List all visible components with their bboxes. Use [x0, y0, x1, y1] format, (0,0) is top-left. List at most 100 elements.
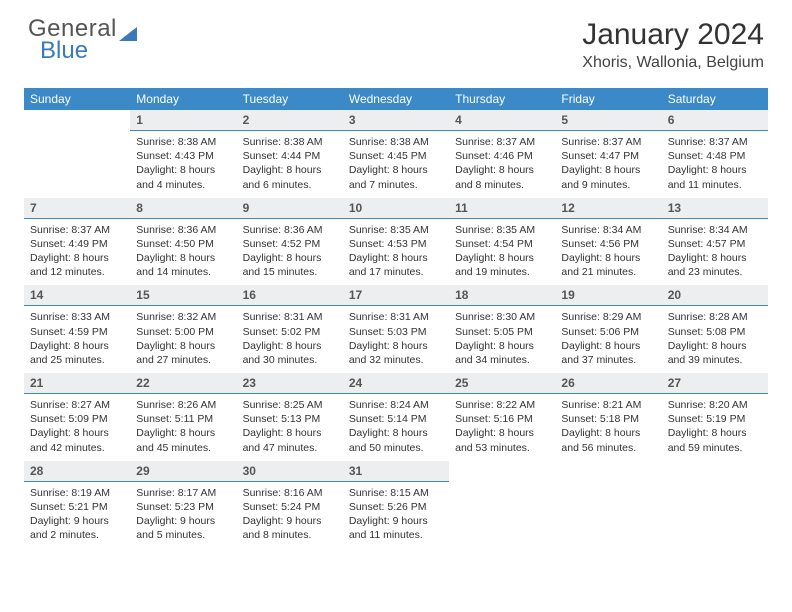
day-details: Sunrise: 8:33 AMSunset: 4:59 PMDaylight:… — [24, 306, 130, 373]
logo-text: General Blue — [28, 18, 117, 61]
day-number: 31 — [343, 461, 449, 482]
detail-line: Sunrise: 8:20 AM — [668, 398, 762, 412]
detail-line: Sunset: 4:47 PM — [561, 149, 655, 163]
detail-line: Sunset: 4:46 PM — [455, 149, 549, 163]
day-number: 8 — [130, 198, 236, 219]
detail-line: Sunset: 5:02 PM — [243, 325, 337, 339]
detail-line: Sunset: 5:13 PM — [243, 412, 337, 426]
detail-line: Daylight: 8 hours — [136, 163, 230, 177]
detail-line: Sunrise: 8:29 AM — [561, 310, 655, 324]
location-text: Xhoris, Wallonia, Belgium — [582, 54, 764, 72]
day-number: 28 — [24, 461, 130, 482]
calendar-cell: 3Sunrise: 8:38 AMSunset: 4:45 PMDaylight… — [343, 110, 449, 198]
detail-line: Daylight: 8 hours — [455, 251, 549, 265]
detail-line: Sunrise: 8:19 AM — [30, 486, 124, 500]
day-details: Sunrise: 8:31 AMSunset: 5:03 PMDaylight:… — [343, 306, 449, 373]
day-number: 7 — [24, 198, 130, 219]
calendar-cell: 29Sunrise: 8:17 AMSunset: 5:23 PMDayligh… — [130, 461, 236, 549]
day-details: Sunrise: 8:34 AMSunset: 4:56 PMDaylight:… — [555, 219, 661, 286]
detail-line: Sunset: 5:05 PM — [455, 325, 549, 339]
day-details: Sunrise: 8:37 AMSunset: 4:47 PMDaylight:… — [555, 131, 661, 198]
detail-line: and 30 minutes. — [243, 353, 337, 367]
detail-line: and 12 minutes. — [30, 265, 124, 279]
day-header-row: SundayMondayTuesdayWednesdayThursdayFrid… — [24, 88, 768, 110]
detail-line: Sunset: 4:53 PM — [349, 237, 443, 251]
detail-line: and 14 minutes. — [136, 265, 230, 279]
day-number: 13 — [662, 198, 768, 219]
detail-line: Daylight: 9 hours — [136, 514, 230, 528]
calendar-cell: 10Sunrise: 8:35 AMSunset: 4:53 PMDayligh… — [343, 198, 449, 286]
detail-line: Daylight: 8 hours — [349, 339, 443, 353]
day-number: 6 — [662, 110, 768, 131]
logo-triangle-icon — [119, 27, 137, 41]
detail-line: and 2 minutes. — [30, 528, 124, 542]
day-header: Wednesday — [343, 88, 449, 110]
day-number: 11 — [449, 198, 555, 219]
detail-line: and 47 minutes. — [243, 441, 337, 455]
detail-line: Sunset: 5:09 PM — [30, 412, 124, 426]
title-area: January 2024 Xhoris, Wallonia, Belgium — [582, 18, 764, 72]
day-number: 29 — [130, 461, 236, 482]
detail-line: Daylight: 8 hours — [243, 163, 337, 177]
detail-line: Sunrise: 8:31 AM — [349, 310, 443, 324]
calendar-cell: 20Sunrise: 8:28 AMSunset: 5:08 PMDayligh… — [662, 285, 768, 373]
detail-line: Sunset: 4:49 PM — [30, 237, 124, 251]
calendar-cell: 15Sunrise: 8:32 AMSunset: 5:00 PMDayligh… — [130, 285, 236, 373]
day-details: Sunrise: 8:32 AMSunset: 5:00 PMDaylight:… — [130, 306, 236, 373]
detail-line: and 19 minutes. — [455, 265, 549, 279]
detail-line: Daylight: 8 hours — [668, 251, 762, 265]
detail-line: Sunrise: 8:28 AM — [668, 310, 762, 324]
detail-line: Sunrise: 8:30 AM — [455, 310, 549, 324]
detail-line: and 5 minutes. — [136, 528, 230, 542]
calendar-cell: 13Sunrise: 8:34 AMSunset: 4:57 PMDayligh… — [662, 198, 768, 286]
calendar-cell: 21Sunrise: 8:27 AMSunset: 5:09 PMDayligh… — [24, 373, 130, 461]
detail-line: Daylight: 8 hours — [243, 251, 337, 265]
detail-line: Sunrise: 8:26 AM — [136, 398, 230, 412]
calendar-body: 1Sunrise: 8:38 AMSunset: 4:43 PMDaylight… — [24, 110, 768, 548]
detail-line: Sunset: 5:14 PM — [349, 412, 443, 426]
detail-line: Sunrise: 8:37 AM — [455, 135, 549, 149]
detail-line: and 6 minutes. — [243, 178, 337, 192]
detail-line: Daylight: 8 hours — [243, 339, 337, 353]
day-details: Sunrise: 8:36 AMSunset: 4:52 PMDaylight:… — [237, 219, 343, 286]
day-number: 23 — [237, 373, 343, 394]
calendar-week: 1Sunrise: 8:38 AMSunset: 4:43 PMDaylight… — [24, 110, 768, 198]
calendar-cell: 26Sunrise: 8:21 AMSunset: 5:18 PMDayligh… — [555, 373, 661, 461]
calendar-table: SundayMondayTuesdayWednesdayThursdayFrid… — [24, 88, 768, 548]
day-number: 1 — [130, 110, 236, 131]
detail-line: Sunset: 5:16 PM — [455, 412, 549, 426]
detail-line: Daylight: 9 hours — [243, 514, 337, 528]
detail-line: and 37 minutes. — [561, 353, 655, 367]
detail-line: Sunset: 4:57 PM — [668, 237, 762, 251]
day-details: Sunrise: 8:36 AMSunset: 4:50 PMDaylight:… — [130, 219, 236, 286]
logo: General Blue — [28, 18, 137, 61]
detail-line: Sunrise: 8:21 AM — [561, 398, 655, 412]
day-details: Sunrise: 8:19 AMSunset: 5:21 PMDaylight:… — [24, 482, 130, 549]
calendar-cell: 17Sunrise: 8:31 AMSunset: 5:03 PMDayligh… — [343, 285, 449, 373]
day-details: Sunrise: 8:28 AMSunset: 5:08 PMDaylight:… — [662, 306, 768, 373]
calendar-cell: 24Sunrise: 8:24 AMSunset: 5:14 PMDayligh… — [343, 373, 449, 461]
day-number: 3 — [343, 110, 449, 131]
day-details: Sunrise: 8:37 AMSunset: 4:46 PMDaylight:… — [449, 131, 555, 198]
detail-line: Sunrise: 8:37 AM — [561, 135, 655, 149]
detail-line: Sunrise: 8:32 AM — [136, 310, 230, 324]
detail-line: and 53 minutes. — [455, 441, 549, 455]
logo-word2: Blue — [40, 40, 117, 62]
day-number: 21 — [24, 373, 130, 394]
detail-line: Sunset: 5:19 PM — [668, 412, 762, 426]
calendar-cell: 31Sunrise: 8:15 AMSunset: 5:26 PMDayligh… — [343, 461, 449, 549]
day-number: 12 — [555, 198, 661, 219]
detail-line: Daylight: 8 hours — [349, 251, 443, 265]
calendar-head: SundayMondayTuesdayWednesdayThursdayFrid… — [24, 88, 768, 110]
detail-line: and 23 minutes. — [668, 265, 762, 279]
detail-line: Sunset: 5:08 PM — [668, 325, 762, 339]
detail-line: and 39 minutes. — [668, 353, 762, 367]
day-details: Sunrise: 8:35 AMSunset: 4:54 PMDaylight:… — [449, 219, 555, 286]
detail-line: Sunset: 4:59 PM — [30, 325, 124, 339]
detail-line: Sunrise: 8:38 AM — [349, 135, 443, 149]
day-details: Sunrise: 8:35 AMSunset: 4:53 PMDaylight:… — [343, 219, 449, 286]
day-header: Sunday — [24, 88, 130, 110]
detail-line: Sunrise: 8:37 AM — [30, 223, 124, 237]
calendar-cell: 8Sunrise: 8:36 AMSunset: 4:50 PMDaylight… — [130, 198, 236, 286]
calendar-cell: 18Sunrise: 8:30 AMSunset: 5:05 PMDayligh… — [449, 285, 555, 373]
